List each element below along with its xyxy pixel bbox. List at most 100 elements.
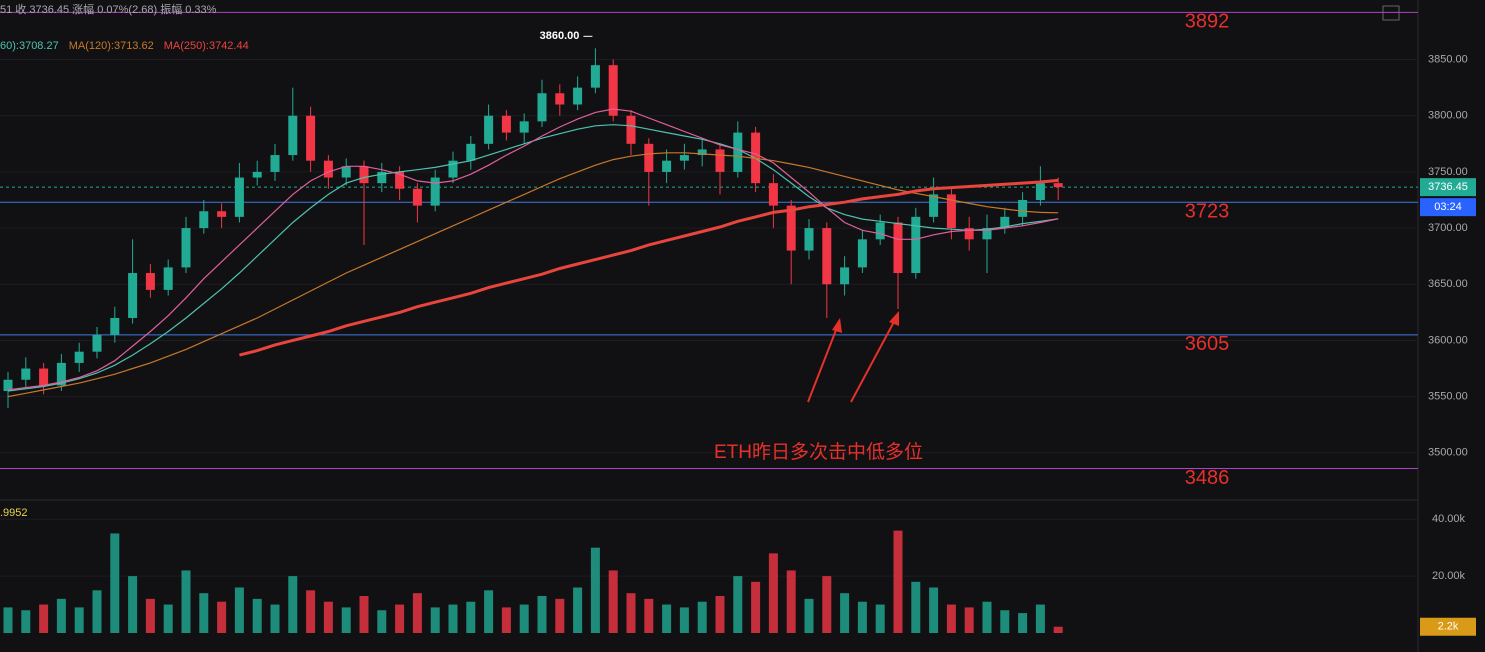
volume-bar: [662, 604, 672, 633]
candle-body: [484, 115, 494, 144]
candle-body: [697, 149, 707, 156]
last-price-label: 3736.45: [1428, 181, 1468, 193]
candle-body: [946, 194, 956, 229]
y-tick-label: 3500.00: [1428, 447, 1468, 459]
candle-body: [430, 177, 440, 206]
candle-body: [270, 155, 280, 172]
countdown-box: [1420, 198, 1476, 217]
volume-bar: [751, 581, 761, 633]
fullscreen-icon[interactable]: [1382, 5, 1400, 21]
volume-bar: [1053, 626, 1063, 633]
volume-bar: [181, 570, 191, 633]
arrow-head: [832, 318, 842, 333]
candle-body: [323, 160, 333, 178]
ma-line: [7, 152, 1059, 398]
volume-bar: [430, 607, 440, 633]
volume-bar: [519, 604, 529, 633]
volume-bar: [3, 607, 13, 633]
volume-bar: [786, 570, 796, 633]
level-label: 3486: [1185, 467, 1230, 489]
candle-body: [92, 334, 102, 352]
candle-body: [768, 183, 778, 206]
candle-body: [3, 379, 13, 392]
volume-bar: [145, 598, 155, 633]
volume-bar: [555, 598, 565, 633]
volume-bar: [199, 593, 209, 633]
candle-body: [1053, 183, 1063, 188]
candle-body: [715, 149, 725, 172]
legend-entry: 60):3708.27: [0, 40, 59, 52]
candle-body: [359, 166, 369, 184]
candle-body: [145, 273, 155, 290]
candle-body: [590, 65, 600, 88]
candle-body: [964, 228, 974, 240]
y-tick-label: 3850.00: [1428, 53, 1468, 65]
volume-bar: [110, 533, 120, 633]
volume-bar: [768, 553, 778, 633]
ma-line: [7, 108, 1059, 391]
y-tick-label: 3750.00: [1428, 166, 1468, 178]
volume-bar: [982, 601, 992, 633]
level-label: 3723: [1185, 201, 1230, 223]
texts: 3850.00 3800.00 3750.00 3700.00 3650.00 3600.…: [0, 11, 1476, 636]
volume-bar: [537, 596, 547, 633]
candle-body: [412, 188, 422, 206]
volume-bar: [252, 598, 262, 633]
candle-body: [573, 87, 583, 105]
volume-bar: [733, 576, 743, 633]
candle-body: [395, 171, 405, 189]
volume-bar: [875, 604, 885, 633]
volume-bar: [644, 598, 654, 633]
volume-bar: [1018, 613, 1028, 633]
candle-body: [555, 93, 565, 105]
volume-bar: [74, 607, 84, 633]
candle-body: [74, 351, 84, 363]
level-label: 3892: [1185, 11, 1230, 33]
volume-bar: [466, 601, 476, 633]
volume-bar: [92, 590, 102, 633]
candle-body: [857, 239, 867, 268]
candle-body: [982, 228, 992, 240]
arrow: [850, 317, 897, 403]
candle-body: [911, 216, 921, 274]
volume-bar: [128, 576, 138, 633]
candle-body: [217, 211, 227, 217]
header: 51 收 3736.45 涨幅 0.07%(2.68) 振幅 0.33%: [0, 2, 217, 16]
candle-body: [128, 273, 138, 318]
candle-body: [626, 115, 636, 144]
candle-body: [39, 368, 49, 386]
candle-body: [733, 132, 743, 172]
arrow-head: [889, 311, 899, 326]
candle-body: [662, 160, 672, 172]
candle-body: [377, 171, 387, 184]
candle-body: [644, 143, 654, 172]
ma-line: [239, 178, 1059, 357]
volume-last-label: 2.2k: [1438, 621, 1459, 633]
volume-bar: [1035, 604, 1045, 633]
volume-header: .9952: [0, 507, 28, 519]
candle-body: [306, 115, 316, 161]
level-label: 3605: [1185, 333, 1230, 355]
last-price-box: [1420, 178, 1476, 197]
legend-entry: MA(250):3742.44: [164, 40, 249, 52]
volume-bar: [323, 601, 333, 633]
candle-body: [1035, 183, 1045, 200]
volume-bar: [377, 610, 387, 633]
candle-body: [501, 115, 511, 133]
candle-body: [786, 205, 796, 251]
candle-body: [929, 194, 939, 217]
volume-bar: [857, 601, 867, 633]
candle-body: [288, 115, 298, 156]
arrow: [807, 324, 839, 403]
volume-bar: [270, 604, 280, 633]
marks: [3, 48, 1063, 633]
volume-bar: [626, 593, 636, 633]
volume-bar: [217, 601, 227, 633]
volume-bar: [822, 576, 832, 633]
volume-bar: [484, 590, 494, 633]
candle-body: [21, 368, 31, 380]
volume-bar: [501, 607, 511, 633]
candle-body: [181, 228, 191, 268]
high-marker-label: 3860.00: [540, 30, 580, 42]
volume-bar: [39, 604, 49, 633]
